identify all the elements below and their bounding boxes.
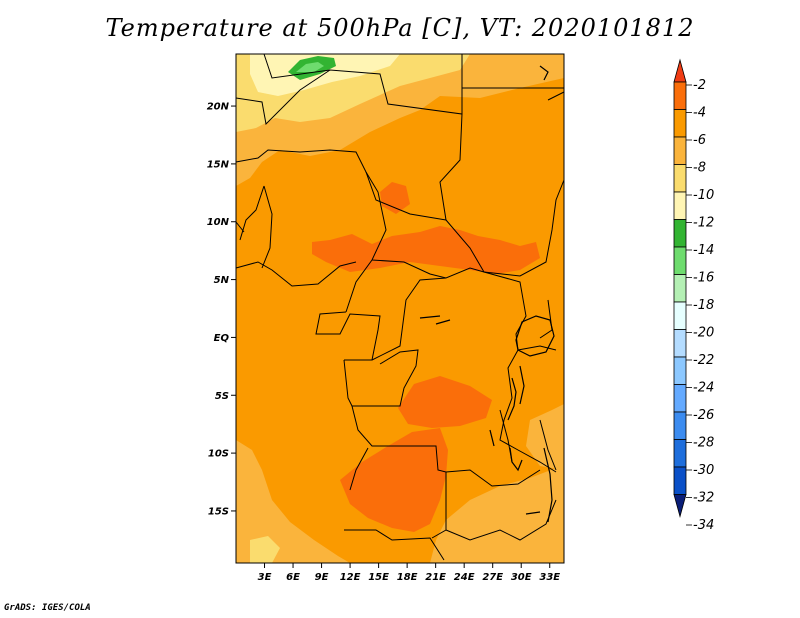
colorbar-swatch xyxy=(673,329,687,358)
colorbar-label: -26 xyxy=(693,408,714,423)
colorbar-swatch xyxy=(673,439,687,468)
colorbar-label: -30 xyxy=(693,463,714,478)
lat-tick-label: 15S xyxy=(208,506,229,517)
lon-tick-label: 21E xyxy=(425,572,446,583)
colorbar-swatch xyxy=(673,81,687,110)
colorbar-label: -22 xyxy=(693,353,714,368)
colorbar-swatch xyxy=(673,219,687,248)
colorbar-swatch xyxy=(673,136,687,165)
lon-tick-label: 15E xyxy=(368,572,389,583)
lon-tick-label: 18E xyxy=(397,572,418,583)
colorbar-top-arrow xyxy=(673,58,687,83)
colorbar-swatch xyxy=(673,384,687,413)
colorbar-swatch xyxy=(673,356,687,385)
lat-tick-label: 5N xyxy=(214,275,230,286)
latitude-axis: 20N 15N 10N 5N EQ 5S 10S 15S xyxy=(207,102,236,517)
longitude-axis: 3E 6E 9E 12E 15E 18E 21E 24E 27E 30E 33E xyxy=(258,563,560,583)
lon-tick-label: 9E xyxy=(315,572,329,583)
colorbar-swatch xyxy=(673,246,687,275)
lat-tick-label: 15N xyxy=(207,159,230,170)
chart-title: Temperature at 500hPa [C], VT: 202010181… xyxy=(105,14,695,42)
colorbar-swatch xyxy=(673,109,687,138)
colorbar-label: -20 xyxy=(693,326,714,341)
colorbar-swatch xyxy=(673,191,687,220)
colorbar-swatch xyxy=(673,466,687,495)
field-warm-chad xyxy=(380,182,410,214)
colorbar-label: -14 xyxy=(693,243,714,258)
colorbar-label: -24 xyxy=(693,381,714,396)
field-warm-congo xyxy=(398,376,492,428)
lon-tick-label: 33E xyxy=(539,572,560,583)
lat-tick-label: 5S xyxy=(215,391,229,402)
colorbar-label: -6 xyxy=(693,133,706,148)
lat-tick-label: EQ xyxy=(214,333,230,344)
colorbar-swatch xyxy=(673,274,687,303)
field-cooler-southwest xyxy=(250,536,280,563)
lat-tick-label: 10S xyxy=(208,449,229,460)
colorbar-label: -16 xyxy=(693,271,714,286)
lon-tick-label: 24E xyxy=(454,572,475,583)
colorbar-label: -18 xyxy=(693,298,714,313)
plot-frame xyxy=(235,53,565,564)
colorbar-swatch xyxy=(673,164,687,193)
lon-tick-label: 27E xyxy=(482,572,503,583)
field-lightgreen-north xyxy=(296,62,324,72)
field-warm-central xyxy=(312,226,540,274)
colorbar-swatch xyxy=(673,411,687,440)
colorbar-label: -28 xyxy=(693,436,714,451)
colorbar-label: -34 xyxy=(693,518,714,533)
lon-tick-label: 3E xyxy=(258,572,272,583)
colorbar: -2 -4 -6 -8 -10 -12 -14 -16 -18 -20 -22 -24 -26 -28 -3… xyxy=(673,58,714,533)
colorbar-label: -12 xyxy=(693,216,714,231)
colorbar-label: -4 xyxy=(693,106,706,121)
colorbar-label: -32 xyxy=(693,491,714,506)
lon-tick-label: 6E xyxy=(286,572,300,583)
colorbar-label: -10 xyxy=(693,188,714,203)
field-coolest-north xyxy=(250,54,400,96)
field-cool-southwest xyxy=(236,440,350,563)
field-warm-angola xyxy=(340,428,448,532)
colorbar-label: -2 xyxy=(693,78,706,93)
colorbar-label: -8 xyxy=(693,161,706,176)
lon-tick-label: 12E xyxy=(340,572,361,583)
colorbar-swatch xyxy=(673,301,687,330)
temperature-field xyxy=(236,54,564,563)
lakes xyxy=(419,65,555,523)
lat-tick-label: 20N xyxy=(207,102,230,113)
lat-tick-label: 10N xyxy=(207,217,230,228)
colorbar-bottom-arrow xyxy=(673,494,687,519)
credit-label: GrADS: IGES/COLA xyxy=(4,603,91,613)
lon-tick-label: 30E xyxy=(511,572,532,583)
